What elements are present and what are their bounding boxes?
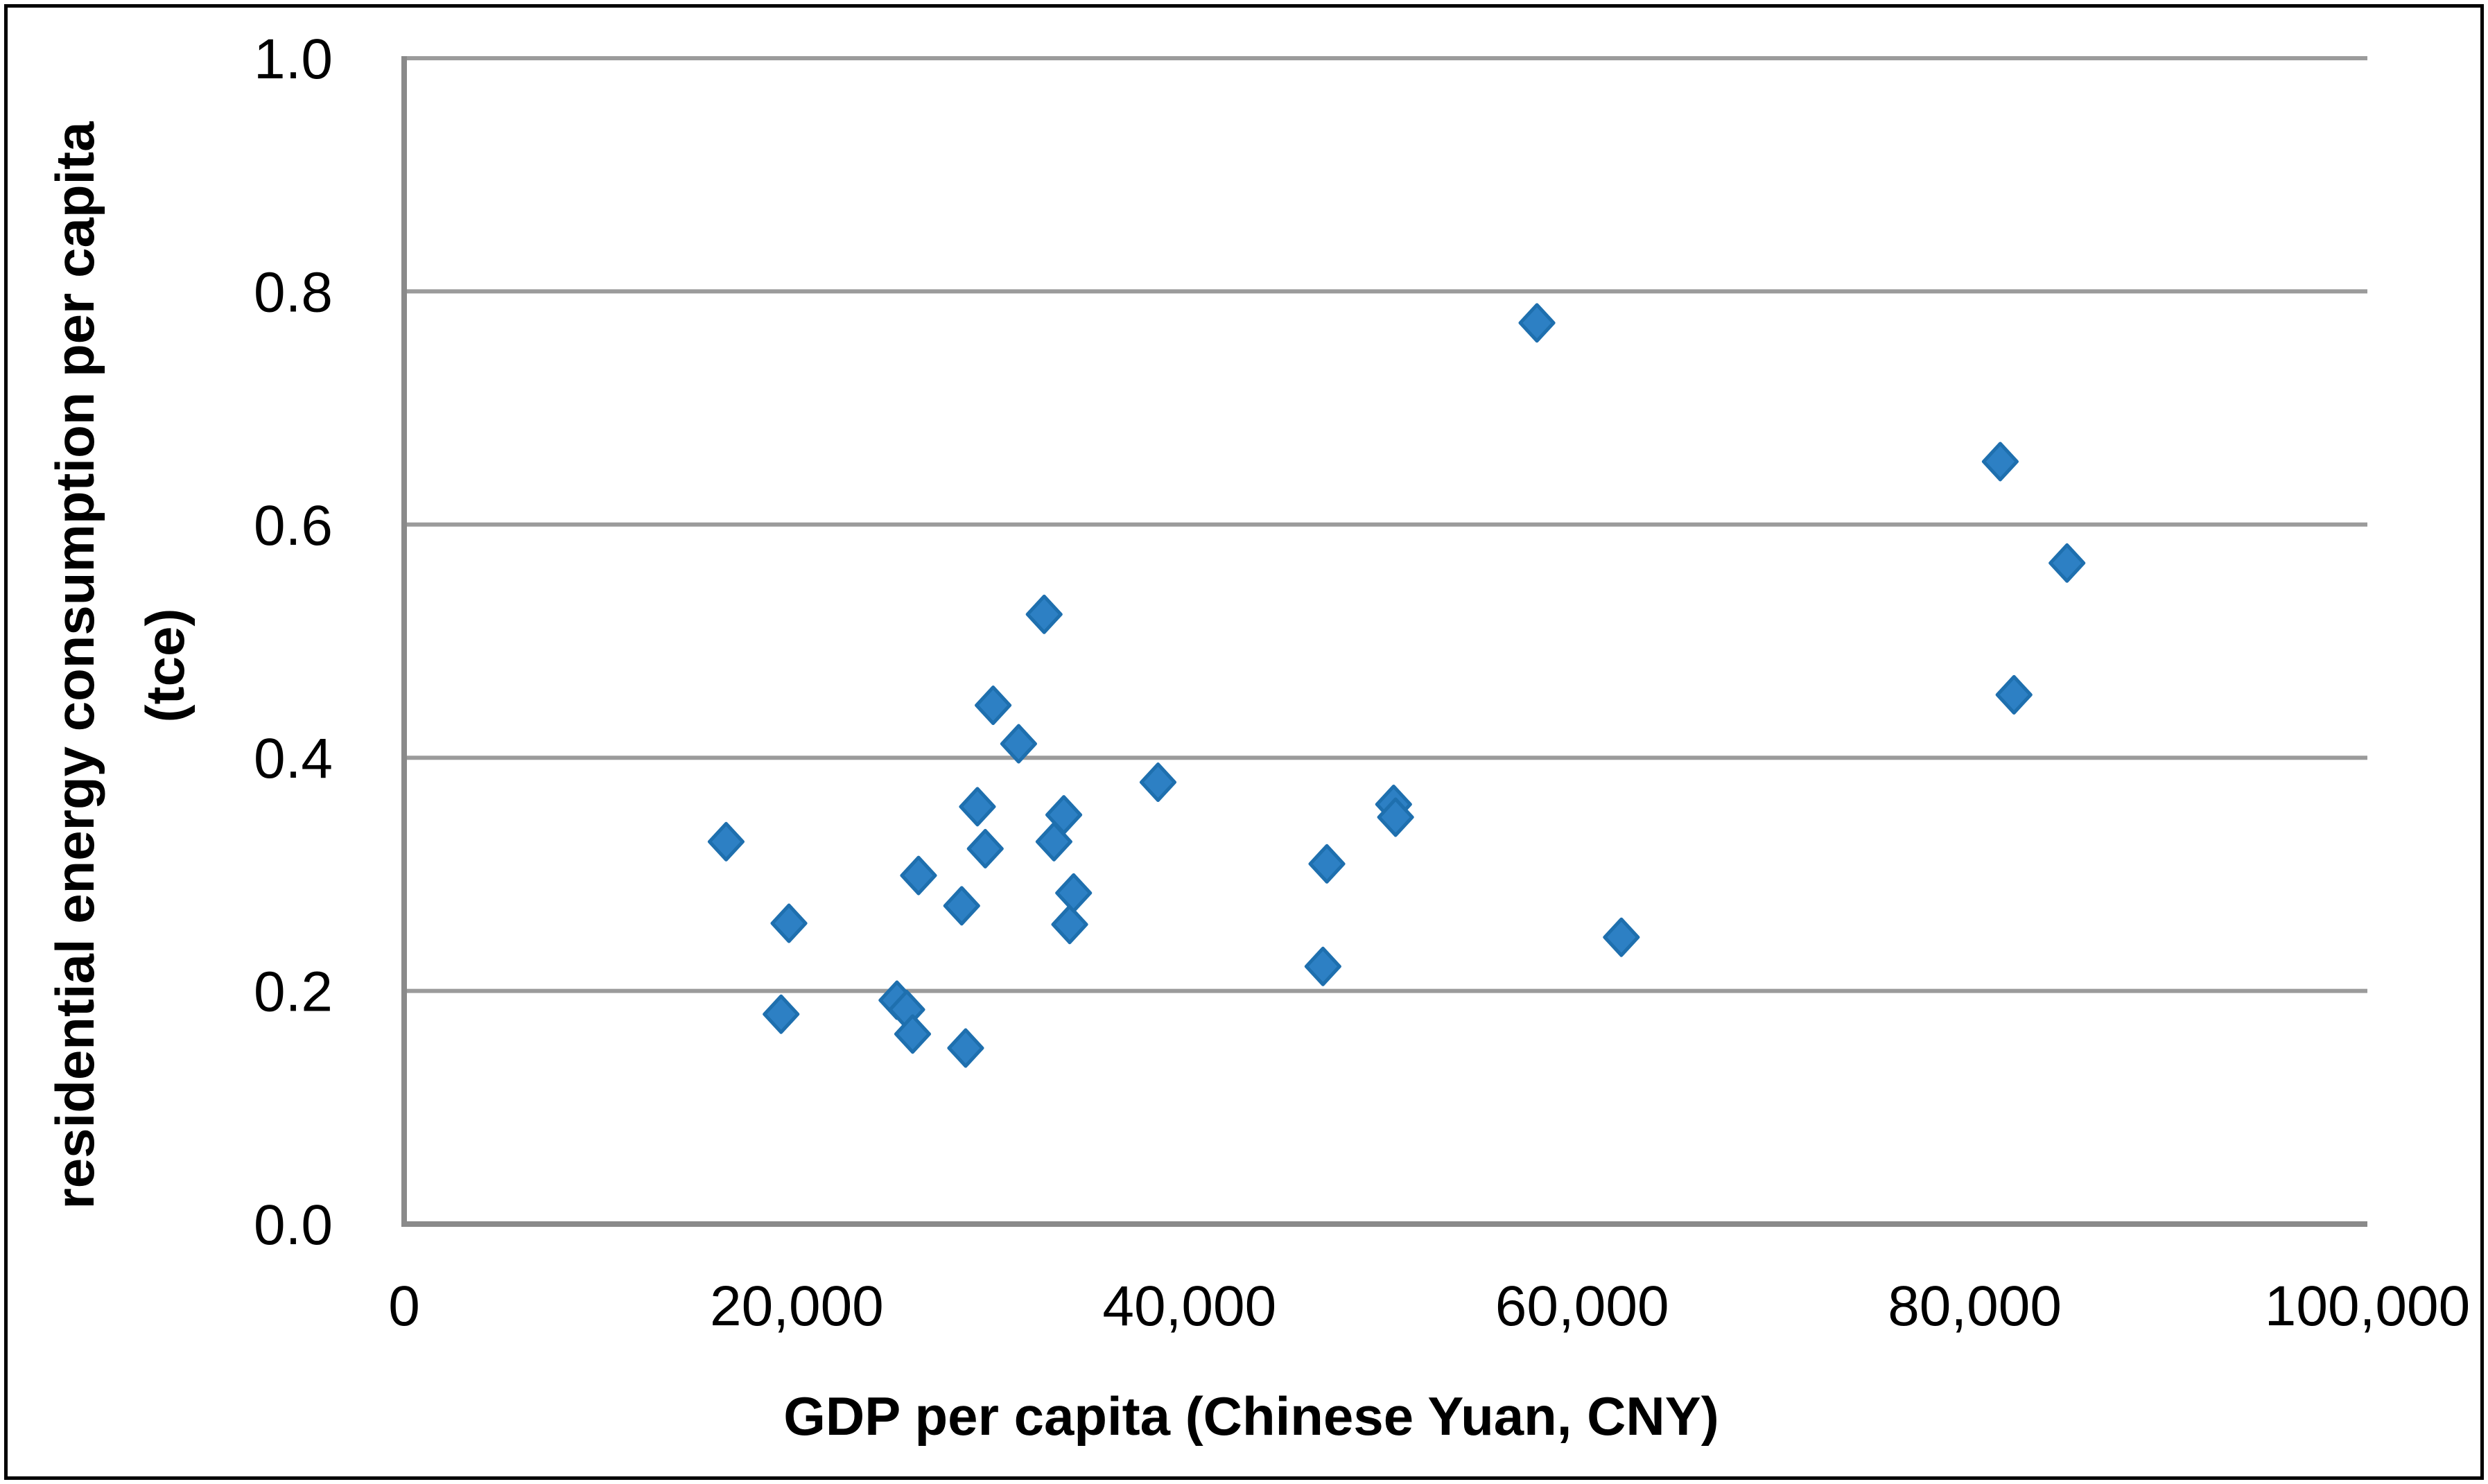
y-tick-label: 1.0 xyxy=(254,28,333,91)
data-point-diamond xyxy=(975,686,1012,726)
data-point-diamond xyxy=(763,994,800,1034)
data-point-diamond xyxy=(1000,724,1037,764)
data-point-diamond xyxy=(2048,543,2086,583)
data-point-diamond xyxy=(1995,674,2033,715)
y-tick-label: 0.4 xyxy=(254,727,333,790)
x-tick-label: 100,000 xyxy=(2265,1275,2470,1338)
y-axis-title-line2: (tce) xyxy=(134,608,195,723)
x-axis-title: GDP per capita (Chinese Yuan, CNY) xyxy=(783,1386,1719,1447)
data-point-diamond xyxy=(947,1028,984,1068)
x-tick-label: 40,000 xyxy=(1102,1275,1276,1338)
data-point-diamond xyxy=(1025,594,1063,634)
x-tick-label: 80,000 xyxy=(1888,1275,2062,1338)
data-point-diamond xyxy=(770,903,808,943)
y-axis-title: residential energy consumption per capit… xyxy=(30,76,213,1255)
data-point-diamond xyxy=(1045,795,1083,835)
x-tick-label: 60,000 xyxy=(1495,1275,1669,1338)
data-point-diamond xyxy=(966,828,1004,868)
y-tick-label: 0.8 xyxy=(254,261,333,324)
y-tick-label: 0.2 xyxy=(254,961,333,1024)
data-point-diamond xyxy=(1603,917,1640,957)
data-point-diamond xyxy=(707,821,745,862)
data-point-diamond xyxy=(1139,762,1176,803)
data-point-diamond xyxy=(1055,873,1093,913)
y-tick-label: 0.6 xyxy=(254,494,333,557)
x-tick-label: 0 xyxy=(388,1275,420,1338)
data-point-diamond xyxy=(959,787,996,827)
y-axis-title-line1: residential energy consumption per capit… xyxy=(44,121,105,1210)
x-tick-label: 20,000 xyxy=(710,1275,884,1338)
data-point-diamond xyxy=(1035,821,1072,862)
data-point-diamond xyxy=(943,886,980,926)
figure-border xyxy=(4,4,2484,1480)
data-point-diamond xyxy=(1308,844,1346,884)
data-point-diamond xyxy=(1304,946,1341,986)
data-point-diamond xyxy=(900,855,937,896)
y-tick-label: 0.0 xyxy=(254,1194,333,1257)
data-point-diamond xyxy=(1377,797,1414,837)
data-point-diamond xyxy=(1981,442,2019,482)
data-point-diamond xyxy=(1051,905,1088,945)
data-point-diamond xyxy=(1518,303,1556,343)
data-point-diamond xyxy=(894,1014,931,1054)
